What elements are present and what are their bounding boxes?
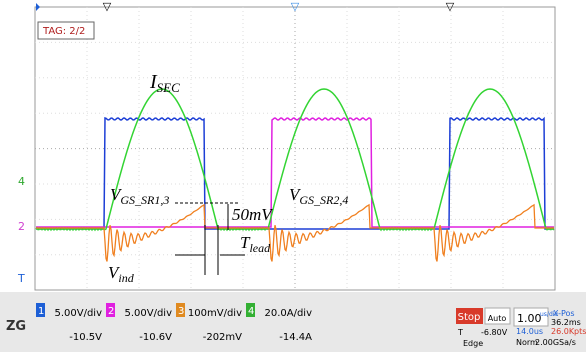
channel-scale: 20.0A/div [264,308,312,319]
channel-offset: -10.5V [69,332,102,343]
channel-offset: -14.4A [279,332,312,343]
sub: GS_SR2,4 [299,193,348,207]
xpos: 36.2ms [551,318,581,327]
sub: GS_SR1,3 [120,193,169,207]
trigger-label: T [457,328,463,337]
delay: 14.0us [516,327,543,336]
ch-marker: 2 [18,220,25,233]
marker: ▽ [446,0,455,13]
state: Stop [458,312,481,323]
channel-scale: 5.00V/div [54,308,102,319]
trigger-marker: T [17,272,25,285]
channel-number: 1 [38,306,44,317]
xpos-label: X-Pos [553,309,575,318]
channel-offset: -10.6V [139,332,172,343]
mode: Auto [488,314,507,323]
trigger-type: Edge [463,339,483,348]
sample-rate: 2.00GSa/s [535,338,576,347]
timebase: 1.00 [517,312,542,325]
channel-scale: 5.00V/div [124,308,172,319]
screen-bg [0,0,586,292]
trigger-level: -6.80V [481,328,508,337]
oscilloscope-screen: ▽ ▽ ▽ TAG: 2/2 4 2 T ISEC VGS_SR1,3 50mV… [0,0,586,352]
channel-number: 4 [248,306,254,317]
sub: ind [118,271,134,285]
channel-offset: -202mV [203,332,242,343]
channel-scale: 100mV/div [188,308,242,319]
points: 26.0Kpts [551,327,586,336]
marker: ▽ [291,0,300,13]
tag: TAG: 2/2 [42,26,85,37]
logo: ZG [6,319,26,334]
label-delta: 50mV [232,205,274,224]
ch-marker: 4 [18,175,25,188]
channel-number: 2 [108,306,114,317]
sub: lead [249,241,271,255]
sub: SEC [157,80,180,95]
channel-number: 3 [178,306,184,317]
marker: ▽ [103,0,112,13]
